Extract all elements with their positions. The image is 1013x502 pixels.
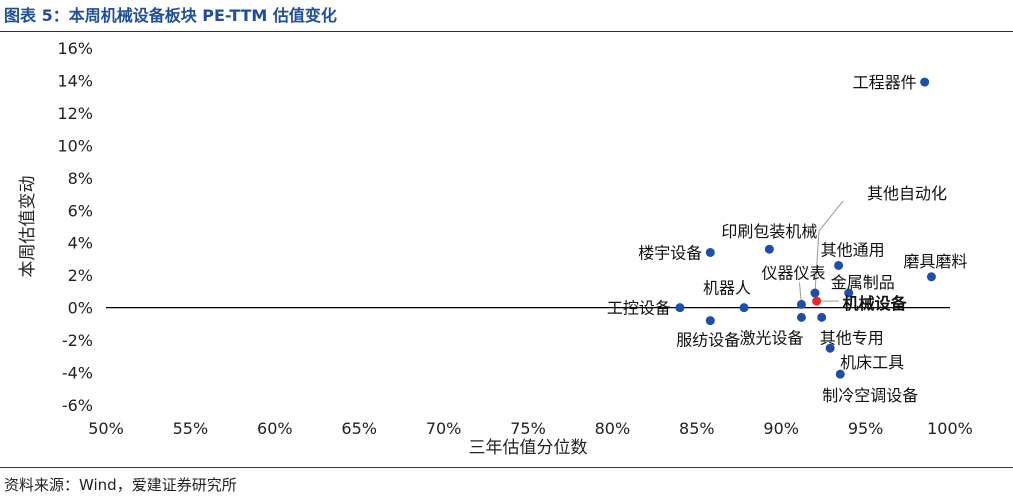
x-tick-label: 50% xyxy=(88,419,124,438)
data-point xyxy=(812,296,822,306)
point-label: 工控设备 xyxy=(607,299,671,318)
x-tick-label: 95% xyxy=(848,419,884,438)
x-tick-label: 70% xyxy=(426,419,462,438)
data-point xyxy=(834,260,844,270)
x-tick-label: 80% xyxy=(595,419,631,438)
point-label: 机器人 xyxy=(703,279,751,298)
point-label: 仪器仪表 xyxy=(761,263,825,282)
point-label: 楼宇设备 xyxy=(638,243,702,262)
x-tick-label: 85% xyxy=(679,419,715,438)
data-point xyxy=(817,312,827,322)
y-tick-label: 8% xyxy=(68,169,93,188)
y-tick-label: 16% xyxy=(57,39,93,58)
x-tick-label: 55% xyxy=(173,419,209,438)
y-tick-label: -2% xyxy=(62,331,93,350)
data-point xyxy=(796,312,806,322)
y-tick-label: -6% xyxy=(62,396,93,415)
y-tick-label: 4% xyxy=(68,234,93,253)
y-tick-label: 2% xyxy=(68,266,93,285)
point-label: 工程器件 xyxy=(853,73,917,92)
data-point xyxy=(705,316,715,326)
footer-divider xyxy=(0,467,1013,468)
data-point xyxy=(796,299,806,309)
data-point xyxy=(810,288,820,298)
scatter-chart: 16% 14% 12% 10% 8% 6% 4% 2% 0% -2% -4% -6% 50% 55% 60… xyxy=(18,39,973,458)
y-tick-label: 0% xyxy=(68,299,93,318)
point-label: 服纺设备 xyxy=(676,331,740,350)
data-point xyxy=(739,303,749,313)
y-tick-label: 14% xyxy=(57,71,93,90)
y-tick-labels: 16% 14% 12% 10% 8% 6% 4% 2% 0% -2% -4% -6% xyxy=(57,39,93,415)
y-axis-label: 本周估值变动 xyxy=(18,176,38,278)
data-point xyxy=(675,303,685,313)
x-tick-label: 100% xyxy=(927,419,973,438)
x-tick-labels: 50% 55% 60% 65% 70% 75% 80% 85% 90% 95% 100% xyxy=(88,419,973,438)
source-note: 资料来源：Wind，爱建证券研究所 xyxy=(4,476,237,494)
leader-line xyxy=(814,200,844,294)
y-tick-label: 10% xyxy=(57,136,93,155)
title-divider xyxy=(0,31,1013,32)
data-point xyxy=(920,77,930,87)
point-label: 机床工具 xyxy=(840,353,904,372)
data-points xyxy=(675,77,936,379)
x-axis-label: 三年估值分位数 xyxy=(469,438,588,458)
data-point xyxy=(835,369,845,379)
x-tick-label: 65% xyxy=(341,419,377,438)
data-point xyxy=(844,288,854,298)
point-label: 磨具磨料 xyxy=(903,252,967,271)
y-tick-label: 6% xyxy=(68,201,93,220)
point-label: 印刷包装机械 xyxy=(721,222,817,241)
point-label: 其他自动化 xyxy=(867,184,947,203)
data-point xyxy=(764,244,774,254)
point-label: 机械设备 xyxy=(843,294,908,313)
point-label: 制冷空调设备 xyxy=(822,386,918,405)
y-tick-label: -4% xyxy=(62,364,93,383)
point-label: 激光设备 xyxy=(739,328,803,347)
x-tick-label: 75% xyxy=(510,419,546,438)
point-label: 其他专用 xyxy=(820,328,884,347)
data-point xyxy=(926,272,936,282)
y-tick-label: 12% xyxy=(57,104,93,123)
x-tick-label: 60% xyxy=(257,419,293,438)
point-label: 金属制品 xyxy=(831,273,895,292)
page-title: 图表 5：本周机械设备板块 PE-TTM 估值变化 xyxy=(4,6,337,25)
x-tick-label: 90% xyxy=(763,419,799,438)
point-label: 其他通用 xyxy=(821,240,885,259)
data-point xyxy=(705,247,715,257)
data-point xyxy=(825,343,835,353)
